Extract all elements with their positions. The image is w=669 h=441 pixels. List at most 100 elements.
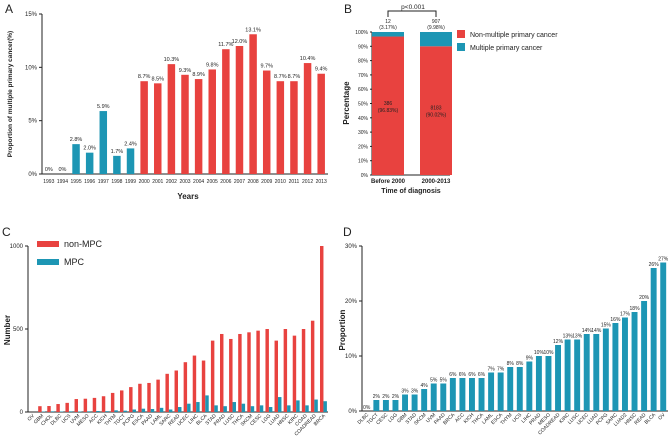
chart-a-data-label: 9.4% [315,67,328,73]
chart-b-xtick-label: 2000-2013 [422,179,451,185]
chart-a-xtick-label: 2013 [316,179,327,185]
chart-c-bar-non-mpc [283,329,288,412]
chart-d-data-label: 2% [392,394,400,400]
chart-d-data-label: 13% [572,334,583,340]
chart-d-bar [469,378,475,411]
chart-a-xlabel: Years [177,192,199,201]
chart-d-bar [497,372,504,411]
chart-a: Proportion of multiple primary cancer(%)… [7,12,328,201]
chart-a-bar [113,155,121,174]
chart-a-xtick-label: 1999 [125,179,136,185]
chart-d-data-label: 10% [543,350,554,356]
chart-d-data-label: 15% [601,323,612,329]
chart-d-data-label: 8% [507,361,515,367]
chart-b-bar-mpc [372,32,404,37]
chart-d-bar [583,334,590,411]
chart-a-data-label: 12.0% [232,39,248,45]
chart-a-xtick-label: 1996 [84,179,95,185]
chart-c-bar-mpc [141,408,146,412]
chart-b-top-label-count: 12 [385,19,391,25]
chart-a-xtick-label: 1993 [43,179,54,185]
chart-c-ytick-label: 0 [20,410,24,416]
chart-a-bar [290,81,298,174]
chart-d-data-label: 3% [401,389,409,395]
chart-a-bar [85,152,94,174]
chart-c-xtick-label: ACC [88,413,100,425]
chart-c-bar-non-mpc [238,333,242,412]
chart-a-xtick-label: 2001 [152,179,163,185]
chart-a-data-label: 9.3% [179,68,192,74]
chart-d-bar [488,372,495,411]
chart-d-bar [478,378,485,411]
chart-d-bar [411,394,418,411]
chart-a-bar [303,63,312,174]
chart-a-bar [222,49,230,175]
chart-a-xtick-label: 2012 [302,179,313,185]
chart-a-xtick-label: 1995 [70,179,81,185]
chart-a-xtick-label: 2008 [248,179,259,185]
chart-c-bar-mpc [287,405,291,412]
chart-c-bar-mpc [187,403,191,412]
chart-a-data-label: 10.4% [300,56,316,62]
chart-d-bar [373,400,380,411]
chart-c-legend-swatch-non-mpc [37,241,59,247]
chart-b-bar-non-mpc [420,46,452,176]
chart-d-data-label: 2% [382,394,390,400]
chart-d-data-label: 12% [553,339,564,345]
chart-c-legend-non-mpc: non-MPC [64,239,103,249]
chart-c-bar-non-mpc [265,329,269,412]
chart-c-xtick-label: LGG [261,413,273,425]
chart-c-bar-mpc [96,411,100,412]
chart-b-bar-non-mpc [372,36,404,176]
chart-a-bar [126,148,135,174]
chart-a-xtick-label: 2004 [193,179,204,185]
chart-d-bar [459,378,466,411]
chart-a-xtick-label: 1997 [98,179,109,185]
chart-c-bar-mpc [241,403,246,412]
chart-c-bar-non-mpc [301,329,306,412]
chart-d-ytick-label: 30% [345,244,358,250]
chart-c-bar-non-mpc [210,340,215,412]
chart-b-bar-label-count: 386 [384,101,393,107]
chart-a-bar [181,74,189,174]
chart-b-ytick-label: 90% [358,44,369,50]
chart-c-bar-non-mpc [220,333,224,412]
chart-a-data-label: 8.7% [138,74,151,80]
chart-c-bar-mpc [68,411,73,412]
chart-b-legend-swatch-mpc [457,43,465,51]
chart-c-bar-mpc [214,405,218,412]
chart-d-data-label: 6% [459,372,467,378]
chart-a-data-label: 5.9% [97,104,110,110]
panel-letter-b: B [344,2,352,16]
chart-c-bar-non-mpc [192,355,197,412]
chart-a-xtick-label: 2011 [289,179,300,185]
chart-a-data-label: 2.0% [83,146,96,152]
chart-c-ylabel: Number [3,315,12,345]
chart-c-bar-non-mpc [201,360,206,412]
chart-a-xtick-label: 2002 [166,179,177,185]
chart-a-ylabel: Proportion of multiple primary cancer(%) [7,31,14,157]
chart-b-ytick-label: 100% [355,30,368,36]
chart-c-bar-mpc [296,400,300,412]
chart-b-ytick-label: 0% [361,173,369,179]
chart-a-bar [167,64,176,174]
chart-b-legend-non-mpc: Non-multiple primary cancer [470,32,558,39]
chart-c-bar-non-mpc [320,246,324,412]
chart-d-data-label: 10% [534,350,545,356]
chart-b: Percentage Time of diagnosis p<0.001 Non… [342,4,558,195]
chart-c-bar-non-mpc [274,340,278,412]
chart-d-bar [382,400,389,411]
chart-d-bar [535,356,542,411]
chart-b-legend-mpc: Multiple primary cancer [470,45,543,52]
chart-b-ytick-label: 50% [358,102,369,108]
chart-c: Number non-MPC MPC 05001000OVGBMCHOLDLBC… [3,239,328,437]
chart-d-data-label: 9% [526,356,534,362]
chart-c-bar-non-mpc [65,402,69,412]
chart-b-top-label-pct: (3.17%) [379,25,397,31]
chart-c-bar-mpc [278,397,282,412]
chart-d-bar [641,301,648,411]
chart-a-data-label: 8.7% [288,74,301,80]
chart-c-ytick-label: 1000 [10,244,24,250]
chart-c-bar-non-mpc [256,330,260,412]
